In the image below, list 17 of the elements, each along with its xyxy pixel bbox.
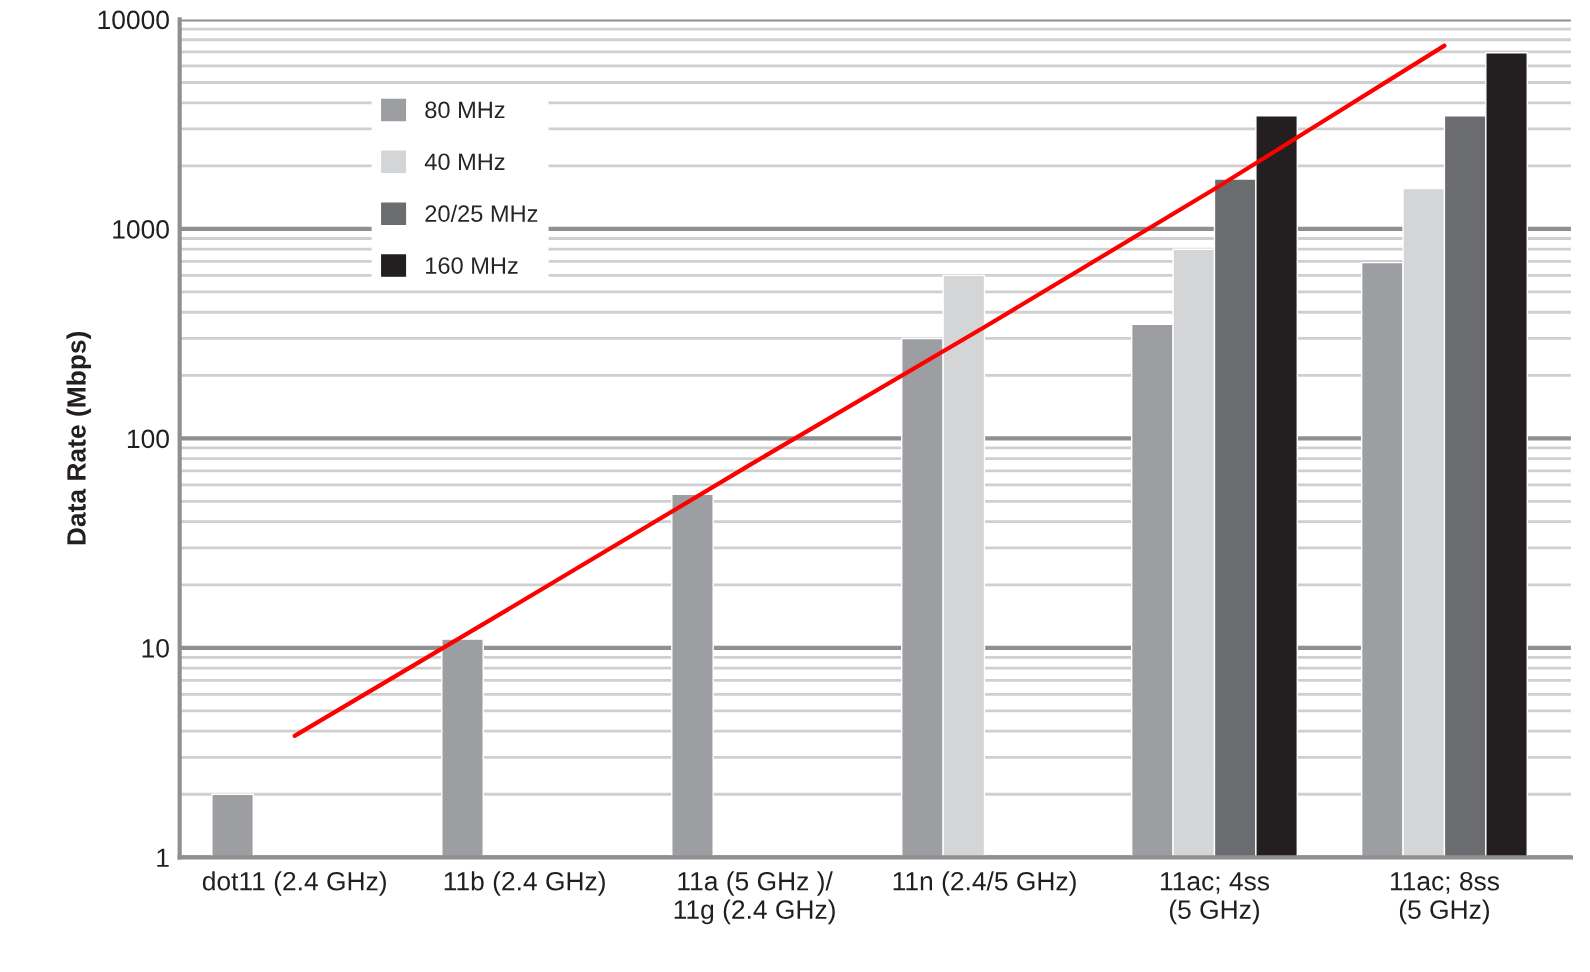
- y-tick-label: 10: [142, 638, 169, 658]
- y-tick-label: 100: [127, 429, 169, 449]
- legend-label: 40 MHz: [424, 153, 505, 171]
- x-tick-label: 11n (2.4/5 GHz): [893, 871, 1076, 896]
- x-tick-label: 11ac; 4ss (5 GHz): [1161, 872, 1270, 925]
- y-axis-title: Data Rate (Mbps): [66, 331, 92, 545]
- y-tick-label: 1000: [113, 220, 169, 239]
- legend-label: 20/25 MHz: [425, 204, 538, 222]
- y-tick-label: 1: [157, 848, 169, 867]
- legend-label: 160 MHz: [426, 257, 518, 274]
- x-tick-label: 11b (2.4 GHz): [444, 871, 605, 896]
- y-tick-label: 10000: [98, 10, 169, 30]
- legend-label: 80 MHz: [425, 101, 505, 119]
- x-tick-label: 11a (5 GHz )/ 11g (2.4 GHz): [674, 871, 835, 925]
- x-tick-label: dot11 (2.4 GHz): [202, 871, 386, 896]
- x-tick-label: 11ac; 8ss (5 GHz): [1390, 871, 1499, 925]
- line-series: [292, 43, 1447, 738]
